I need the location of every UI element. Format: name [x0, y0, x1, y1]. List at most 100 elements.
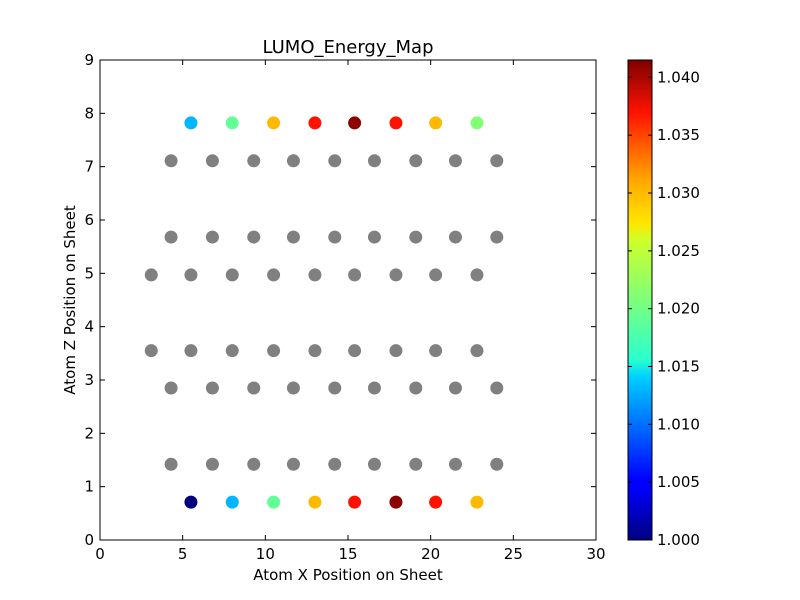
colorbar-tick-label: 1.000 [657, 531, 700, 549]
atom-point-colored [267, 495, 281, 509]
atom-point-colored [225, 495, 239, 509]
atom-point-neutral [429, 268, 443, 282]
atom-point-neutral [367, 457, 381, 471]
atom-point-colored [308, 495, 322, 509]
atom-point-neutral [164, 230, 178, 244]
atom-point-neutral [328, 381, 342, 395]
x-tick-label: 30 [586, 545, 605, 563]
atom-point-neutral [164, 154, 178, 168]
x-tick-label: 0 [95, 545, 105, 563]
atom-point-neutral [247, 381, 261, 395]
x-axis-label: Atom X Position on Sheet [253, 566, 443, 584]
atom-point-colored [308, 116, 322, 130]
colorbar-tick-label: 1.015 [657, 358, 700, 376]
atom-point-neutral [367, 230, 381, 244]
atom-point-neutral [448, 230, 462, 244]
y-tick-label: 9 [84, 51, 94, 69]
atom-point-neutral [184, 268, 198, 282]
atom-point-neutral [490, 381, 504, 395]
atom-point-neutral [348, 268, 362, 282]
y-tick-label: 3 [84, 371, 94, 389]
atom-point-neutral [267, 268, 281, 282]
atom-point-neutral [247, 230, 261, 244]
atom-point-neutral [247, 457, 261, 471]
chart-title: LUMO_Energy_Map [262, 37, 433, 58]
y-tick-label: 2 [84, 424, 94, 442]
colorbar-tick-label: 1.005 [657, 473, 700, 491]
atom-point-neutral [205, 381, 219, 395]
y-axis-label: Atom Z Position on Sheet [61, 205, 79, 395]
y-tick-label: 0 [84, 531, 94, 549]
atom-point-neutral [225, 268, 239, 282]
atom-point-colored [184, 495, 198, 509]
atom-point-neutral [409, 457, 423, 471]
x-tick-label: 20 [421, 545, 440, 563]
atom-point-neutral [367, 154, 381, 168]
atom-point-neutral [247, 154, 261, 168]
atom-point-neutral [205, 154, 219, 168]
atom-point-neutral [448, 457, 462, 471]
atom-point-neutral [409, 154, 423, 168]
atom-point-neutral [448, 154, 462, 168]
atom-point-neutral [144, 344, 158, 358]
y-tick-label: 4 [84, 318, 94, 336]
atom-point-neutral [164, 381, 178, 395]
atom-point-neutral [448, 381, 462, 395]
plot-area [100, 60, 596, 540]
x-tick-label: 5 [178, 545, 188, 563]
atom-point-colored [348, 495, 362, 509]
atom-point-neutral [490, 230, 504, 244]
y-tick-label: 6 [84, 211, 94, 229]
atom-point-neutral [367, 381, 381, 395]
y-tick-label: 7 [84, 158, 94, 176]
atom-point-colored [267, 116, 281, 130]
atom-point-neutral [286, 381, 300, 395]
atom-point-colored [470, 116, 484, 130]
atom-point-neutral [429, 344, 443, 358]
atom-point-neutral [205, 457, 219, 471]
y-tick-label: 1 [84, 478, 94, 496]
atom-point-neutral [286, 154, 300, 168]
x-tick-label: 25 [504, 545, 523, 563]
atom-point-colored [470, 495, 484, 509]
atom-point-neutral [470, 268, 484, 282]
atom-point-neutral [308, 344, 322, 358]
colorbar [627, 59, 653, 541]
colorbar-tick-label: 1.040 [657, 68, 700, 86]
atom-point-colored [184, 116, 198, 130]
atom-point-colored [225, 116, 239, 130]
colorbar-tick-label: 1.030 [657, 184, 700, 202]
atom-point-neutral [286, 230, 300, 244]
atom-point-neutral [164, 457, 178, 471]
atom-point-neutral [225, 344, 239, 358]
atom-point-neutral [389, 268, 403, 282]
atom-point-neutral [409, 230, 423, 244]
atom-point-neutral [490, 154, 504, 168]
x-tick-label: 15 [338, 545, 357, 563]
atom-point-colored [348, 116, 362, 130]
atom-point-neutral [348, 344, 362, 358]
colorbar-tick-label: 1.020 [657, 300, 700, 318]
colorbar-tick-label: 1.010 [657, 415, 700, 433]
atom-point-neutral [267, 344, 281, 358]
atom-point-neutral [389, 344, 403, 358]
atom-point-neutral [308, 268, 322, 282]
colorbar-tick-label: 1.025 [657, 242, 700, 260]
atom-point-neutral [328, 457, 342, 471]
data-points [144, 116, 504, 509]
atom-point-neutral [205, 230, 219, 244]
atom-point-neutral [286, 457, 300, 471]
x-tick-label: 10 [256, 545, 275, 563]
atom-point-neutral [144, 268, 158, 282]
atom-point-neutral [470, 344, 484, 358]
atom-point-colored [429, 116, 443, 130]
atom-point-colored [429, 495, 443, 509]
y-tick-label: 5 [84, 264, 94, 282]
colorbar-tick-label: 1.035 [657, 126, 700, 144]
atom-point-neutral [328, 230, 342, 244]
atom-point-neutral [409, 381, 423, 395]
axis-ticks: 0 5 10 15 20 25 30 0 1 2 3 4 5 6 7 8 9 [84, 51, 605, 563]
plot-frame [99, 59, 597, 541]
atom-point-neutral [490, 457, 504, 471]
atom-point-colored [389, 116, 403, 130]
